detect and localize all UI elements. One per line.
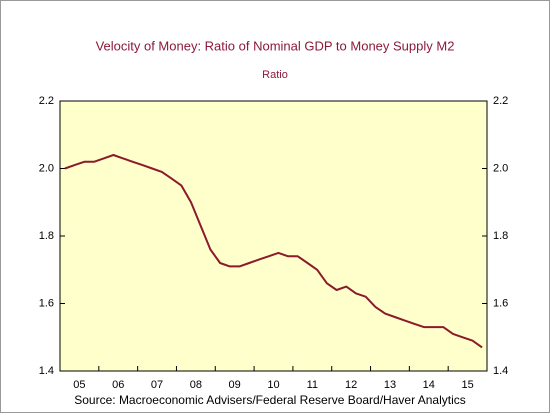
series-line (64, 154, 483, 349)
chart-title: Velocity of Money: Ratio of Nominal GDP … (96, 38, 455, 53)
x-tick-label: 11 (307, 379, 318, 391)
y-tick-label: 1.8 (39, 230, 54, 242)
y2-tick-label: 2.2 (493, 95, 508, 107)
x-tick-label: 08 (190, 379, 202, 391)
y-tick-label: 2.2 (39, 95, 54, 107)
plot-area (59, 100, 488, 372)
x-tick-label: 06 (112, 379, 124, 391)
y2-tick-label: 1.6 (493, 297, 508, 309)
y2-tick-label: 1.8 (493, 230, 508, 242)
x-tick-label: 05 (73, 379, 85, 391)
x-tick-label: 10 (267, 379, 279, 391)
x-tick-label: 09 (229, 379, 241, 391)
y-tick-label: 2.0 (39, 162, 54, 174)
x-tick-label: 14 (423, 379, 435, 391)
x-tick-label: 13 (384, 379, 396, 391)
subtitle: Ratio (262, 69, 288, 81)
x-tick-label: 12 (345, 379, 357, 391)
x-tick-label: 07 (151, 379, 163, 391)
y-tick-label: 1.6 (39, 297, 54, 309)
x-tick-label: 15 (461, 379, 473, 391)
source: Source: Macroeconomic Advisers/Federal R… (74, 393, 466, 407)
y-tick-label: 1.4 (39, 365, 54, 377)
y2-tick-label: 1.4 (493, 365, 508, 377)
y2-tick-label: 2.0 (493, 162, 508, 174)
